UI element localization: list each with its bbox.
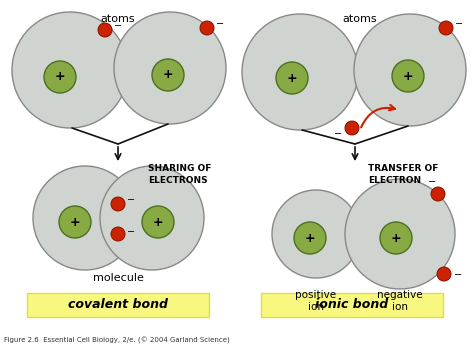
Circle shape — [354, 14, 466, 126]
Circle shape — [294, 222, 326, 254]
Text: +: + — [55, 70, 65, 83]
Circle shape — [98, 23, 112, 37]
Circle shape — [114, 12, 226, 124]
Text: +: + — [287, 71, 297, 84]
Text: −: − — [127, 227, 135, 237]
Circle shape — [439, 21, 453, 35]
Circle shape — [59, 206, 91, 238]
Circle shape — [33, 166, 137, 270]
Text: atoms: atoms — [343, 14, 377, 24]
Text: +: + — [70, 215, 80, 228]
Circle shape — [345, 179, 455, 289]
Text: molecule: molecule — [92, 273, 144, 283]
Circle shape — [44, 61, 76, 93]
Text: +: + — [163, 69, 173, 82]
Circle shape — [345, 121, 359, 135]
Text: −: − — [455, 19, 463, 29]
Text: TRANSFER OF
ELECTRON: TRANSFER OF ELECTRON — [368, 164, 438, 185]
Text: −: − — [216, 19, 224, 29]
Text: SHARING OF
ELECTRONS: SHARING OF ELECTRONS — [148, 164, 211, 185]
Circle shape — [431, 187, 445, 201]
Text: atoms: atoms — [100, 14, 135, 24]
Text: positive
ion: positive ion — [295, 290, 337, 312]
Circle shape — [380, 222, 412, 254]
Circle shape — [142, 206, 174, 238]
Text: +: + — [305, 232, 315, 245]
Text: −: − — [334, 129, 342, 139]
Circle shape — [437, 267, 451, 281]
Text: covalent bond: covalent bond — [68, 298, 168, 312]
Circle shape — [111, 197, 125, 211]
Circle shape — [276, 62, 308, 94]
Text: +: + — [403, 69, 413, 82]
Text: ionic bond: ionic bond — [315, 298, 389, 312]
Circle shape — [200, 21, 214, 35]
Circle shape — [392, 60, 424, 92]
FancyBboxPatch shape — [261, 293, 443, 317]
Circle shape — [12, 12, 128, 128]
Circle shape — [111, 227, 125, 241]
Circle shape — [242, 14, 358, 130]
Text: negative
ion: negative ion — [377, 290, 423, 312]
Text: +: + — [153, 215, 164, 228]
Circle shape — [272, 190, 360, 278]
Text: −: − — [454, 270, 462, 280]
Text: −: − — [114, 21, 122, 31]
Text: +: + — [391, 232, 401, 245]
Circle shape — [100, 166, 204, 270]
Text: Figure 2.6  Essential Cell Biology, 2/e. (© 2004 Garland Science): Figure 2.6 Essential Cell Biology, 2/e. … — [4, 337, 230, 344]
Text: −: − — [428, 177, 436, 187]
FancyBboxPatch shape — [27, 293, 209, 317]
Text: −: − — [127, 195, 135, 205]
Circle shape — [152, 59, 184, 91]
